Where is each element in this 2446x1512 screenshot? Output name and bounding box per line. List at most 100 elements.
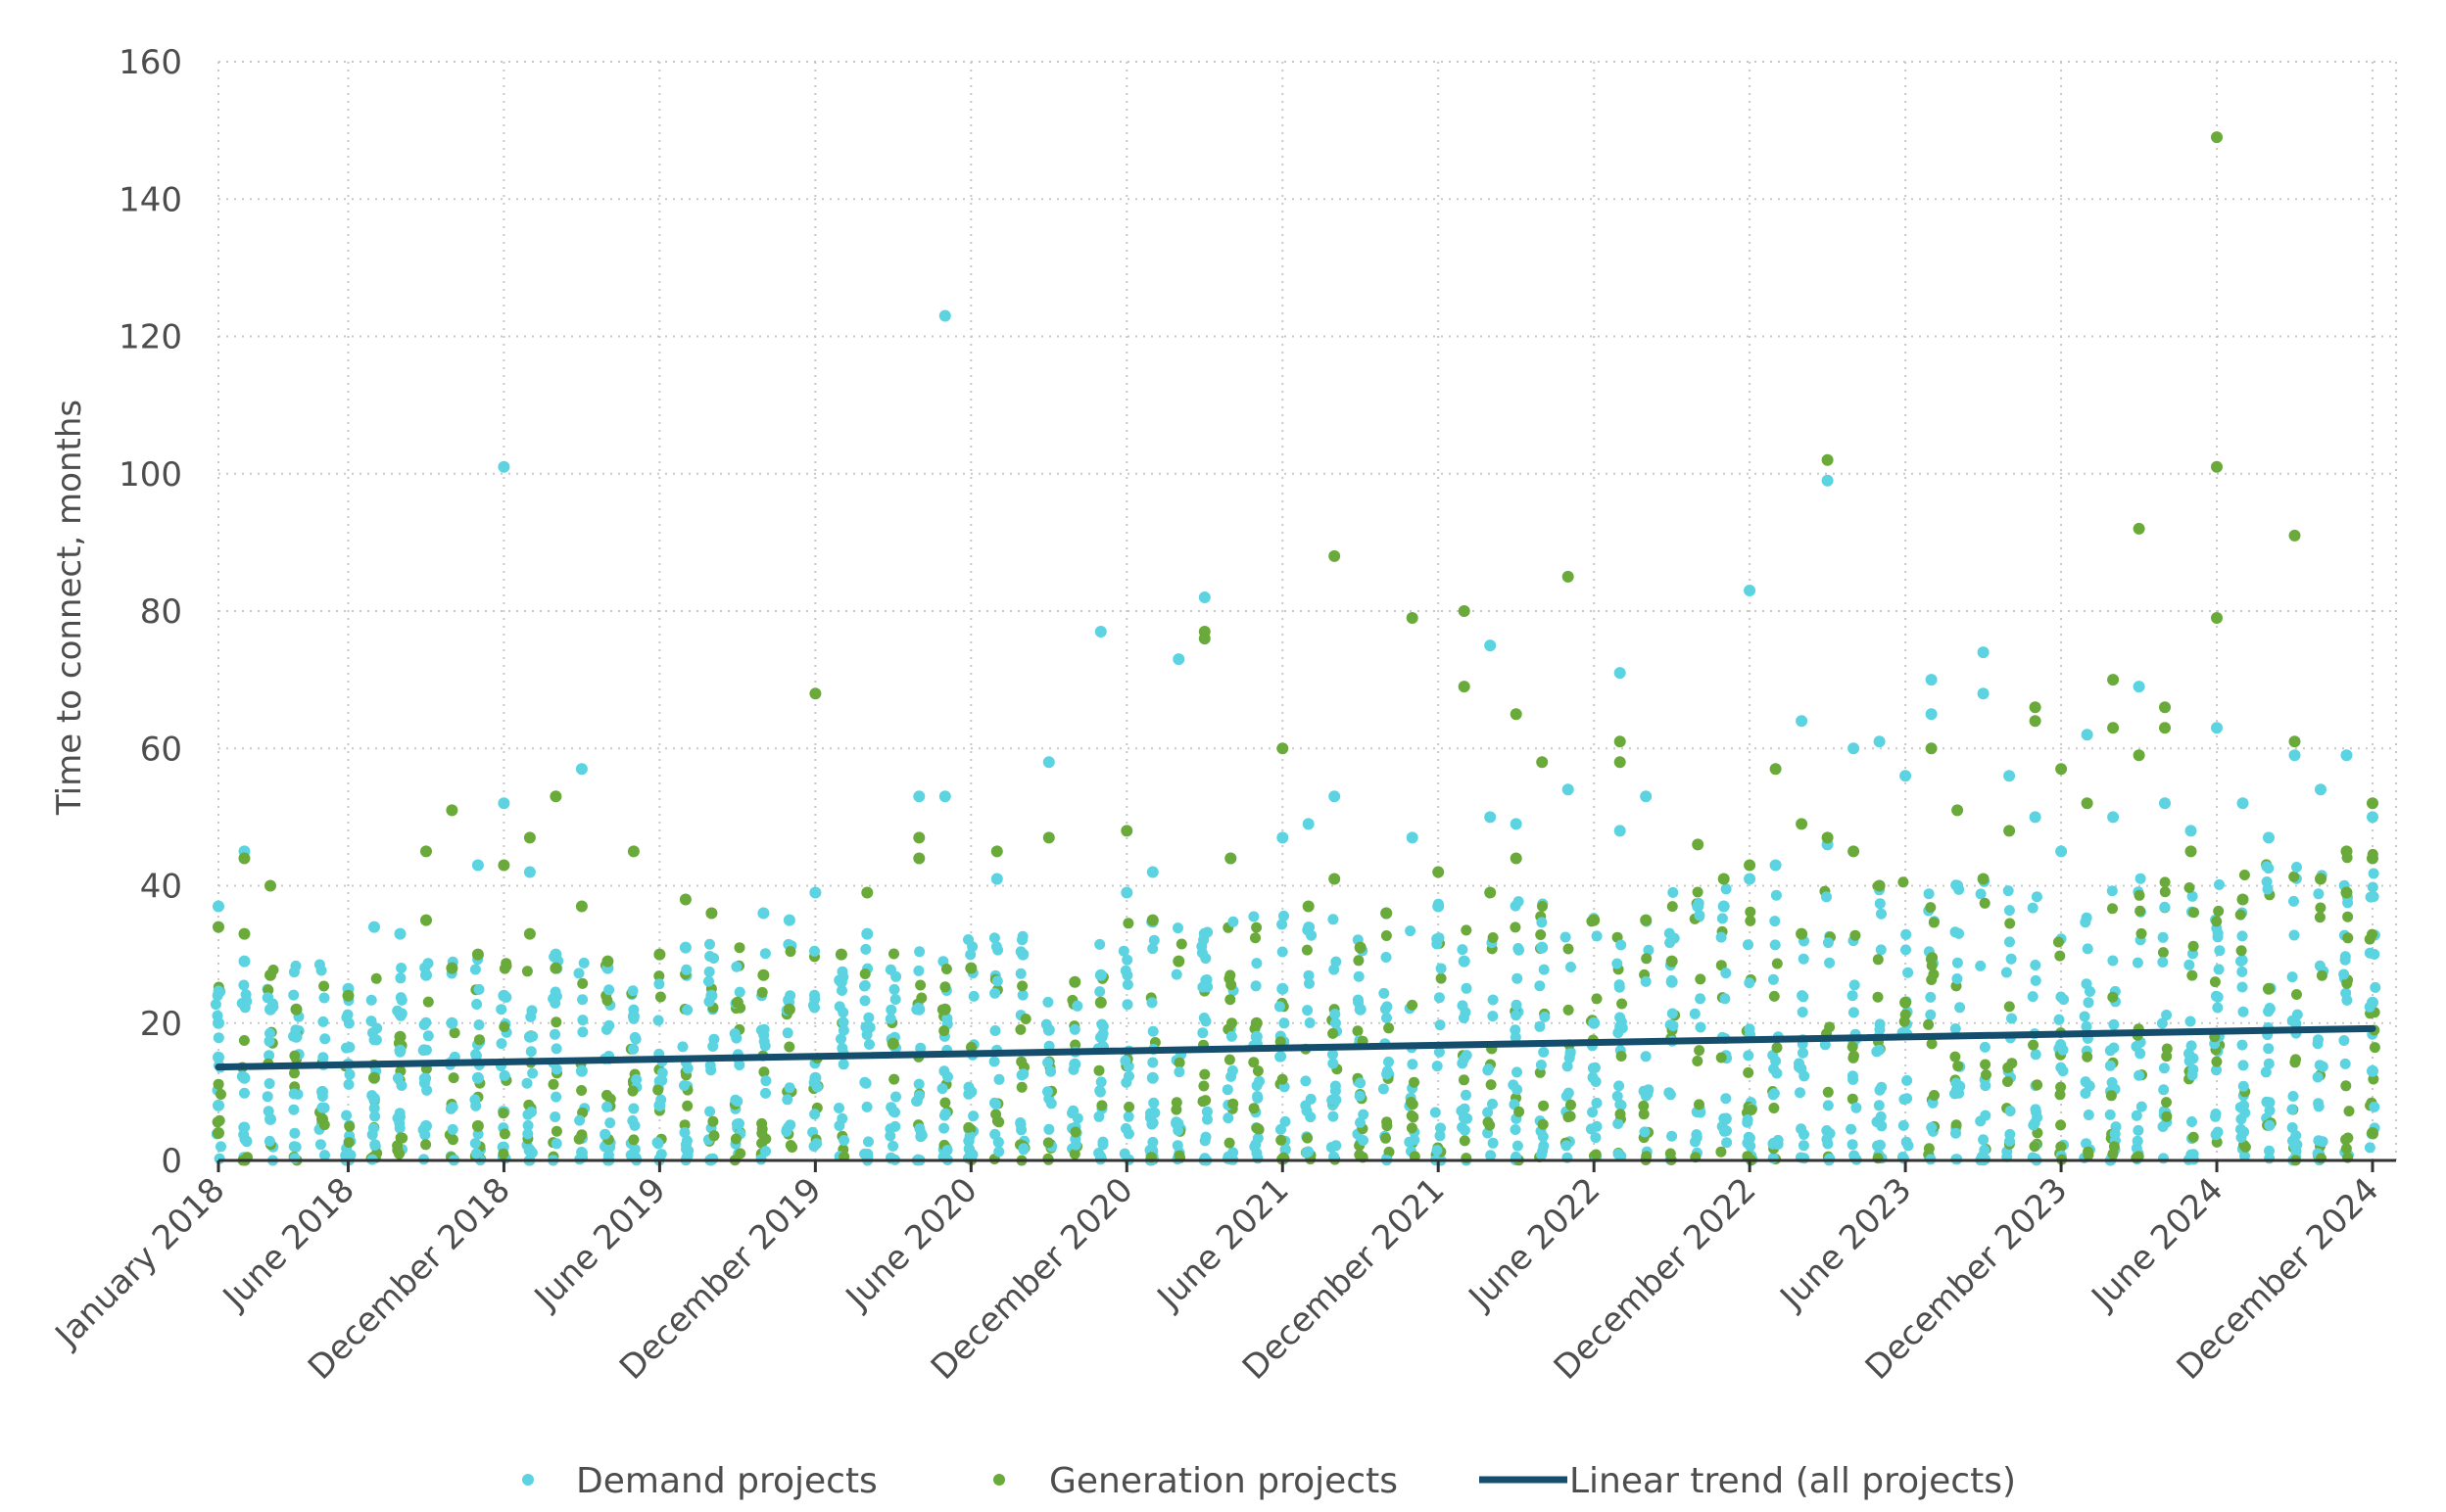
demand-point (1585, 1123, 1597, 1135)
demand-point (471, 1071, 484, 1084)
generation-point (784, 1041, 795, 1053)
demand-point (2132, 957, 2143, 969)
generation-point (577, 977, 589, 989)
demand-point (1821, 1133, 1833, 1145)
demand-point (1538, 1140, 1550, 1152)
demand-point (2291, 862, 2302, 873)
generation-point (1406, 1122, 1417, 1134)
demand-point (861, 1101, 873, 1112)
generation-point (1484, 886, 1497, 899)
demand-point (551, 1091, 562, 1103)
demand-point (1329, 1080, 1341, 1092)
demand-point (578, 957, 590, 969)
demand-point (1354, 1003, 1367, 1016)
demand-point (838, 1024, 849, 1036)
demand-point (1611, 958, 1623, 969)
demand-point (1721, 1137, 1733, 1149)
generation-point (2367, 852, 2378, 865)
dense-point-cloud (210, 848, 2381, 1166)
demand-point (2212, 931, 2224, 943)
demand-point (1511, 1140, 1523, 1152)
demand-point (1485, 1150, 1497, 1161)
axes (216, 1158, 2396, 1172)
generation-point (1695, 973, 1706, 985)
demand-point (1846, 1123, 1857, 1135)
generation-point (1899, 996, 1912, 1009)
demand-point (1122, 999, 1133, 1011)
demand-point (1327, 1049, 1338, 1061)
demand-point (264, 1078, 275, 1089)
demand-point (550, 948, 562, 961)
demand-point (913, 1003, 926, 1016)
legend-label-demand: Demand projects (576, 1461, 878, 1501)
demand-point (1767, 1153, 1779, 1164)
demand-point (1796, 715, 1808, 728)
generation-point (448, 1072, 459, 1084)
generation-point (2004, 918, 2016, 929)
demand-point (1483, 1063, 1494, 1075)
demand-point (2313, 1034, 2324, 1046)
demand-point (421, 1084, 433, 1096)
demand-point (1094, 969, 1107, 981)
demand-point (653, 978, 665, 990)
demand-point (679, 1080, 690, 1091)
demand-point (241, 1135, 253, 1147)
generation-point (2340, 886, 2353, 899)
demand-point (2313, 1101, 2325, 1112)
demand-point (523, 1145, 535, 1157)
demand-point (1278, 1017, 1290, 1029)
generation-point (2055, 1119, 2067, 1131)
generation-point (1042, 831, 1055, 844)
demand-point (2031, 891, 2042, 903)
demand-point (1689, 1008, 1701, 1019)
demand-point (1876, 908, 1887, 920)
generation-point (835, 948, 847, 961)
demand-point (1457, 944, 1468, 956)
demand-point (1274, 1051, 1286, 1063)
generation-point (708, 1130, 720, 1142)
generation-point (1615, 1051, 1627, 1062)
demand-point (1069, 1023, 1080, 1035)
demand-point (1146, 1071, 1159, 1084)
demand-point (916, 1129, 928, 1141)
demand-point (1042, 1057, 1054, 1068)
demand-point (2288, 929, 2300, 941)
generation-point (1354, 1149, 1366, 1160)
demand-point (993, 1146, 1005, 1158)
generation-point (2236, 893, 2249, 906)
demand-point (1096, 1018, 1108, 1030)
generation-point (705, 907, 718, 920)
demand-point (2369, 949, 2380, 960)
demand-point (1534, 980, 1546, 992)
y-tick-label: 80 (140, 592, 182, 632)
demand-point (289, 1153, 301, 1164)
generation-point (2107, 722, 2120, 734)
demand-point (1949, 926, 1961, 938)
demand-point (470, 1148, 482, 1159)
generation-point (344, 1120, 356, 1132)
demand-point (1615, 939, 1627, 951)
x-tick-label: June 2019 (526, 1170, 674, 1318)
demand-point (1663, 927, 1675, 939)
demand-point (1015, 968, 1027, 979)
demand-point (316, 1102, 328, 1113)
demand-point (1772, 1134, 1784, 1146)
demand-point (1846, 1070, 1858, 1082)
generation-point (343, 1137, 355, 1149)
demand-point (1202, 1113, 1213, 1125)
demand-point (2080, 1088, 2091, 1099)
generation-point (471, 948, 484, 961)
demand-point (1123, 1110, 1134, 1122)
demand-point (1197, 1027, 1209, 1039)
demand-point (2291, 1009, 2303, 1020)
demand-point (2264, 1003, 2276, 1014)
demand-point (395, 992, 407, 1004)
demand-point (1822, 1100, 1834, 1111)
demand-point (2131, 1110, 2142, 1121)
generation-point (2161, 1110, 2173, 1122)
generation-point (1017, 980, 1029, 992)
demand-point (1561, 1061, 1573, 1072)
demand-point (2161, 1010, 2173, 1020)
demand-point (809, 1109, 821, 1120)
demand-point (1304, 977, 1315, 989)
